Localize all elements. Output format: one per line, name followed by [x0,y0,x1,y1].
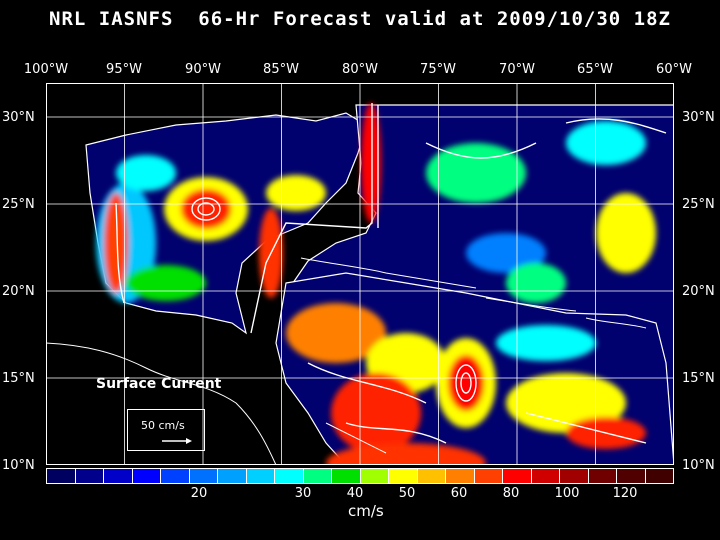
colorbar-tick: 50 [398,486,416,501]
colorbar-tick: 120 [612,486,638,501]
colorbar-swatch [617,469,646,483]
lat-label: 15°N [682,371,715,386]
lat-label: 20°N [682,284,715,299]
colorbar-units: cm/s [348,502,384,520]
colorbar-swatch [303,469,332,483]
colorbar-tick: 30 [294,486,312,501]
coastlines [46,257,647,465]
reference-arrow-icon [162,438,192,444]
colorbar-swatch [104,469,133,483]
colorbar-swatch [588,469,617,483]
lon-label: 65°W [577,62,613,77]
colorbar-tick: 40 [346,486,364,501]
colorbar-tick: 60 [450,486,468,501]
lat-label: 25°N [2,197,35,212]
lat-label: 15°N [2,371,35,386]
lon-label: 70°W [499,62,535,77]
colorbar-swatch [389,469,418,483]
lon-label: 95°W [106,62,142,77]
lon-label: 80°W [342,62,378,77]
colorbar-tick: 100 [554,486,580,501]
colorbar-swatch [75,469,104,483]
colorbar-swatch [132,469,161,483]
ocean-current-map [46,83,674,465]
colorbar-swatch [503,469,532,483]
lat-label: 10°N [682,458,715,473]
reference-vector-label: 50 cm/s [141,419,185,432]
lon-label: 75°W [420,62,456,77]
lon-label: 60°W [656,62,692,77]
lat-label: 30°N [682,110,715,125]
colorbar-swatch [417,469,446,483]
colorbar-swatch [360,469,389,483]
lat-label: 10°N [2,458,35,473]
map-title: NRL IASNFS 66-Hr Forecast valid at 2009/… [49,8,671,30]
current-streamlines [115,103,667,444]
graticule [46,83,674,465]
legend-title: Surface Current [96,376,222,392]
map-frame [46,83,674,465]
colorbar-swatch [246,469,275,483]
colorbar-swatch [189,469,218,483]
colorbar-swatch [161,469,190,483]
colorbar-swatch [645,469,673,483]
colorbar-swatch [332,469,361,483]
colorbar-swatch [275,469,304,483]
colorbar-swatch [531,469,560,483]
lat-label: 20°N [2,284,35,299]
colorbar-swatch [474,469,503,483]
colorbar-tick: 80 [502,486,520,501]
colorbar-tick: 20 [190,486,208,501]
lon-label: 100°W [23,62,69,77]
colorbar-swatch [47,469,76,483]
reference-vector-box: 50 cm/s [127,409,205,451]
lat-label: 30°N [2,110,35,125]
colorbar-swatch [560,469,589,483]
speed-colorbar [46,468,674,484]
lat-label: 25°N [682,197,715,212]
colorbar-swatch [446,469,475,483]
lon-label: 90°W [185,62,221,77]
colorbar-swatch [218,469,247,483]
lon-label: 85°W [263,62,299,77]
